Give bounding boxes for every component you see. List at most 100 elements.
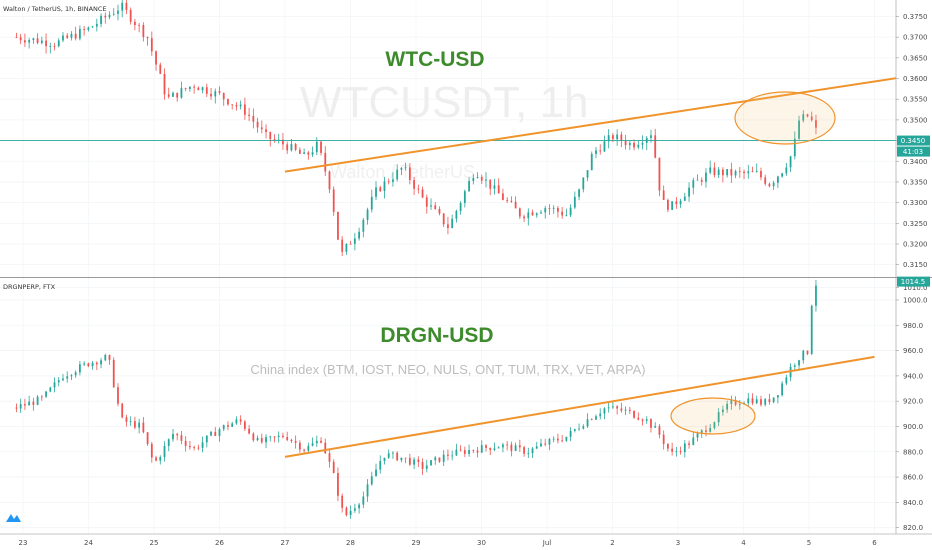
wtc-highlight-ellipse[interactable] [734, 91, 836, 145]
candle-body [696, 433, 699, 438]
top-symbol-label[interactable]: Walton / TetherUS, 1h, BINANCE [3, 5, 107, 13]
candle-body [480, 445, 483, 453]
candle-body [125, 417, 128, 422]
candle-body [150, 443, 153, 458]
candle-body [201, 442, 204, 448]
candle-body [485, 179, 487, 181]
y-tick-label: 0.3650 [903, 54, 928, 62]
candle-body [413, 180, 415, 189]
candle-body [709, 167, 712, 173]
candle-body [485, 445, 487, 448]
candle-body [527, 453, 530, 454]
candle-body [793, 138, 796, 157]
candle-body [510, 444, 513, 451]
candle-body [324, 152, 327, 172]
candle-body [692, 437, 695, 445]
price-scale-area[interactable] [896, 0, 932, 550]
candle-body [455, 210, 458, 219]
candle-body [222, 425, 225, 430]
candle-body [760, 399, 762, 405]
candle-body [133, 421, 136, 428]
candle-body [730, 169, 733, 176]
candle-body [709, 427, 712, 432]
tradingview-logo-icon[interactable] [4, 511, 22, 525]
candle-body [112, 359, 115, 388]
candle-body [227, 425, 229, 427]
top-chart-title: WTC-USD [385, 48, 484, 71]
candle-body [57, 40, 60, 47]
candle-body [95, 23, 98, 27]
candle-body [235, 419, 238, 424]
drgn-highlight-ellipse[interactable] [670, 397, 756, 435]
y-tick-label: 940.0 [903, 372, 923, 380]
candle-body [493, 185, 496, 189]
candle-body [294, 441, 297, 443]
candle-body [726, 403, 729, 410]
candle-body [235, 104, 238, 107]
candle-body [15, 407, 18, 409]
y-tick-label: 1010.0 [903, 284, 928, 292]
y-tick-label: 0.3700 [903, 34, 928, 42]
wtc-trendline[interactable] [284, 75, 908, 173]
candle-body [408, 457, 411, 465]
candle-body [747, 398, 750, 404]
candle-body [210, 93, 212, 97]
candle-body [768, 183, 771, 187]
candle-body [243, 421, 246, 429]
candle-body [683, 196, 686, 201]
candle-body [637, 417, 640, 420]
candle-body [307, 445, 310, 451]
candle-body [349, 243, 352, 245]
candle-body [662, 190, 665, 200]
y-tick-label: 900.0 [903, 423, 923, 431]
candle-body [218, 91, 221, 93]
candle-body [459, 449, 462, 451]
candle-body [624, 409, 627, 411]
y-tick-label: 0.3400 [903, 158, 928, 166]
candle-body [400, 457, 403, 461]
candle-body [214, 431, 217, 436]
candle-body [362, 219, 365, 232]
drgn-trendline[interactable] [284, 355, 875, 458]
watermark-ticker: WTCUSDT, 1h [300, 78, 588, 127]
candle-body [341, 239, 344, 252]
candle-body [468, 450, 470, 454]
candle-body [40, 40, 43, 44]
candle-body [121, 403, 124, 418]
candle-body [502, 444, 504, 448]
candle-body [595, 150, 597, 154]
candle-body [239, 419, 242, 422]
candle-body [700, 179, 703, 182]
candle-body [603, 141, 606, 152]
candle-body [227, 99, 229, 105]
candle-body [633, 142, 635, 148]
candle-body [332, 461, 335, 474]
candle-body [282, 139, 284, 145]
candle-body [172, 433, 174, 440]
candle-body [705, 172, 707, 182]
x-tick-label: Jul [542, 539, 552, 547]
bottom-symbol-label[interactable]: DRGNPERP, FTX [3, 283, 56, 291]
candle-body [624, 140, 627, 146]
bottom-pane[interactable] [0, 278, 896, 534]
candle-body [557, 438, 559, 441]
candle-body [802, 350, 805, 361]
candle-body [772, 397, 775, 403]
candle-body [32, 38, 35, 41]
candle-body [95, 362, 98, 365]
candle-body [764, 399, 767, 405]
candle-body [430, 205, 432, 207]
candle-body [738, 171, 741, 172]
candle-body [548, 439, 551, 445]
candle-body [417, 188, 420, 190]
candle-body [193, 447, 196, 448]
candle-body [582, 426, 585, 429]
candle-body [337, 211, 339, 240]
candle-body [269, 436, 272, 438]
candle-body [231, 423, 234, 427]
candle-body [404, 167, 407, 169]
candle-body [163, 73, 166, 95]
candle-body [298, 442, 301, 450]
